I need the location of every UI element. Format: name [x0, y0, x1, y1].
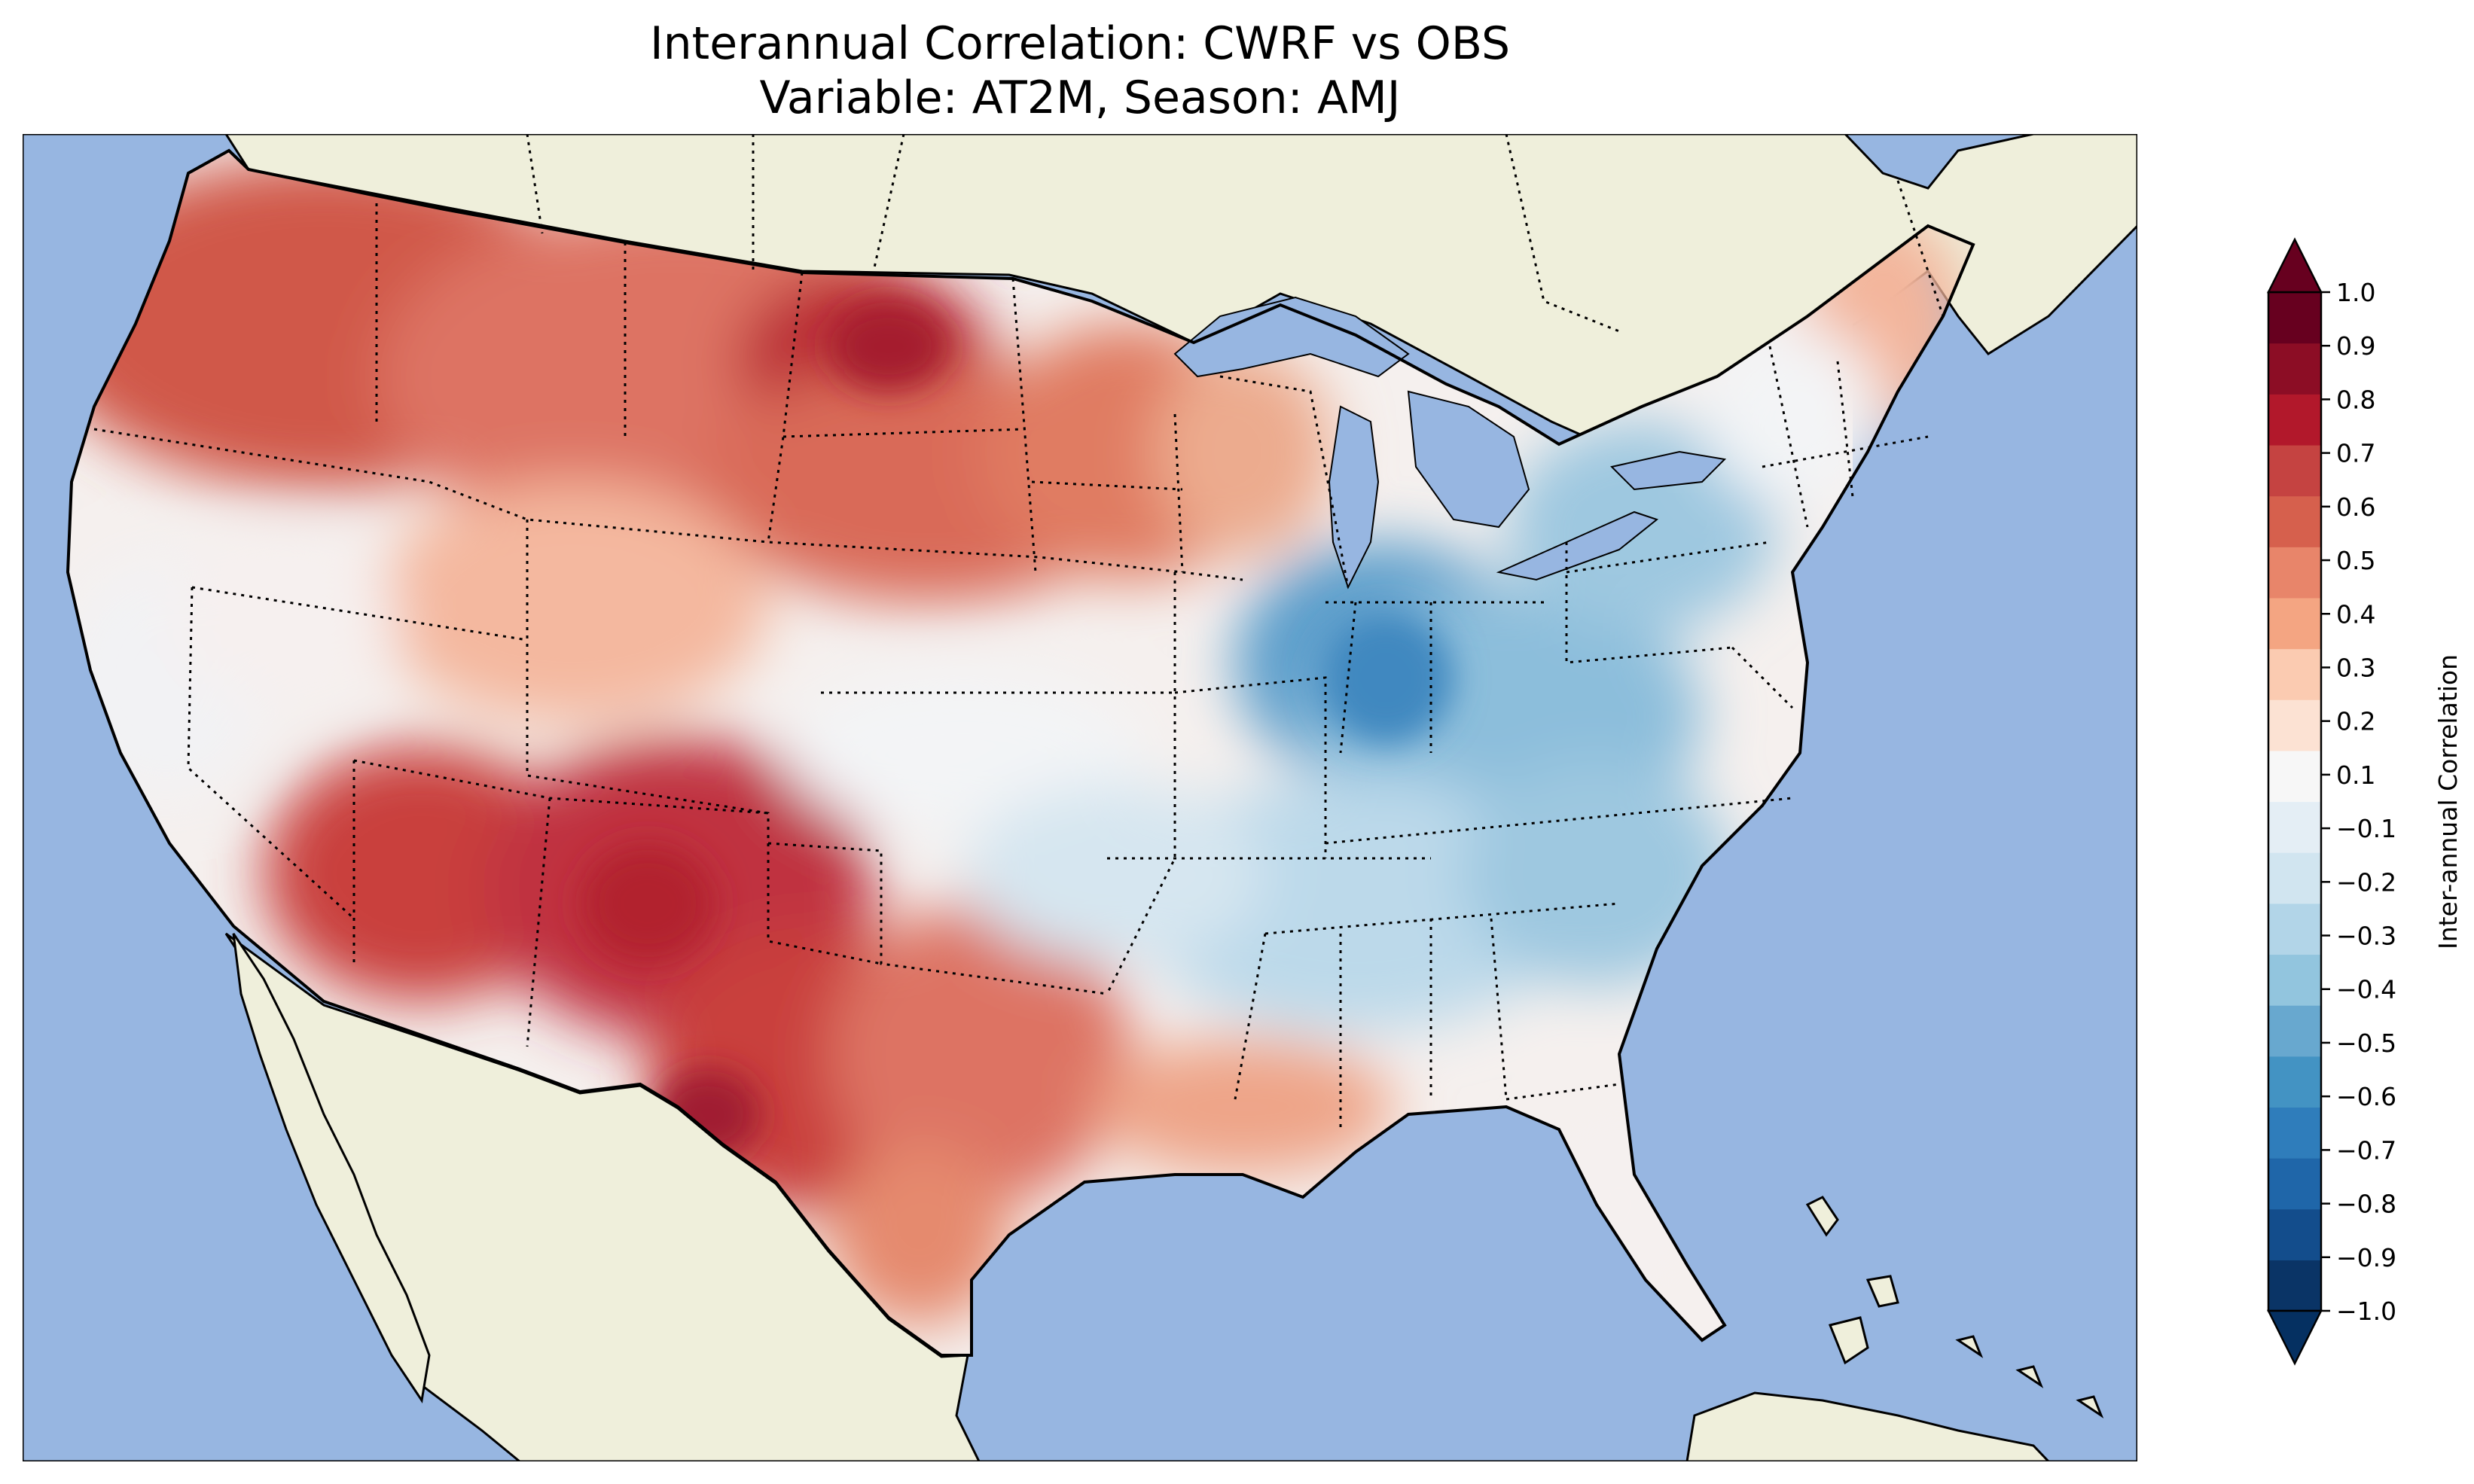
colorbar-swatch	[2268, 1107, 2321, 1159]
colorbar-swatch	[2268, 903, 2321, 955]
state-borders	[93, 134, 1945, 1129]
colorbar-swatch	[2268, 547, 2321, 599]
lake-michigan	[1328, 405, 1380, 590]
great-lakes	[1173, 296, 1727, 590]
colorbar-tick-label: −0.3	[2336, 922, 2396, 951]
colorbar-label: Inter-annual Correlation	[2433, 654, 2463, 949]
colorbar-tick-label: 0.7	[2336, 439, 2375, 468]
colorbar-swatch	[2268, 699, 2321, 751]
colorbar-tick-label: 0.5	[2336, 546, 2375, 575]
colorbar-swatches	[2267, 291, 2323, 1312]
colorbar-tick-label: −0.4	[2336, 975, 2396, 1004]
colorbar-tick-label: −0.5	[2336, 1028, 2396, 1058]
colorbar-tick-label: 0.2	[2336, 707, 2375, 736]
colorbar-swatch	[2268, 292, 2321, 344]
colorbar-tick-label: −1.0	[2336, 1297, 2396, 1326]
colorbar-tick-label: −0.1	[2336, 814, 2396, 843]
map-panel	[23, 134, 2137, 1461]
colorbar-swatch	[2268, 444, 2321, 497]
lake-superior	[1173, 296, 1410, 378]
colorbar-swatch	[2268, 1005, 2321, 1057]
colorbar-ticks: 1.0 0.9 0.8 0.7 0.6 0.5 0.4 0.3 0.2 0.1 −0.1 −0.2 −0…	[2321, 278, 2396, 1326]
colorbar-swatch	[2268, 801, 2321, 853]
colorbar-swatch	[2268, 648, 2321, 700]
colorbar-tick-label: 0.6	[2336, 492, 2375, 522]
colorbar-swatch	[2268, 394, 2321, 446]
colorbar-tick-label: 0.3	[2336, 653, 2375, 682]
colorbar-tick-label: −0.2	[2336, 867, 2396, 897]
colorbar-tick-label: 0.4	[2336, 599, 2375, 629]
land-cuba	[1685, 1391, 2051, 1461]
colorbar-swatch	[2268, 1056, 2321, 1108]
colorbar-swatch	[2268, 954, 2321, 1006]
colorbar-tick-label: 0.1	[2336, 760, 2375, 790]
colorbar-tick-label: 1.0	[2336, 278, 2375, 307]
colorbar-swatch	[2268, 852, 2321, 904]
land-baja	[232, 933, 431, 1403]
colorbar-extend-min	[2266, 1309, 2323, 1366]
colorbar-swatch	[2268, 495, 2321, 547]
colorbar-tick-label: −0.7	[2336, 1135, 2396, 1165]
colorbar-swatch	[2268, 1208, 2321, 1260]
colorbar-extend-max	[2266, 237, 2323, 294]
lake-ontario	[1610, 450, 1727, 491]
colorbar-swatch	[2268, 597, 2321, 650]
colorbar-tick-label: 0.9	[2336, 331, 2375, 361]
chart-title-line2: Variable: AT2M, Season: AMJ	[760, 72, 1401, 124]
caribbean-islands	[1805, 1196, 2104, 1418]
lake-huron	[1407, 390, 1530, 529]
colorbar-swatch	[2268, 750, 2321, 803]
colorbar-tick-label: 0.8	[2336, 385, 2375, 414]
colorbar-tick-label: −0.6	[2336, 1082, 2396, 1111]
colorbar-tick-label: −0.8	[2336, 1190, 2396, 1219]
colorbar-swatch	[2268, 343, 2321, 395]
colorbar-tick-label: −0.9	[2336, 1243, 2396, 1272]
colorbar-swatch	[2268, 1260, 2321, 1312]
colorbar-swatch	[2268, 1158, 2321, 1210]
colorbar: 1.0 0.9 0.8 0.7 0.6 0.5 0.4 0.3 0.2 0.1 −0.1 −0.2 −0…	[2266, 237, 2463, 1366]
chart-title-line1: Interannual Correlation: CWRF vs OBS	[650, 17, 1510, 70]
